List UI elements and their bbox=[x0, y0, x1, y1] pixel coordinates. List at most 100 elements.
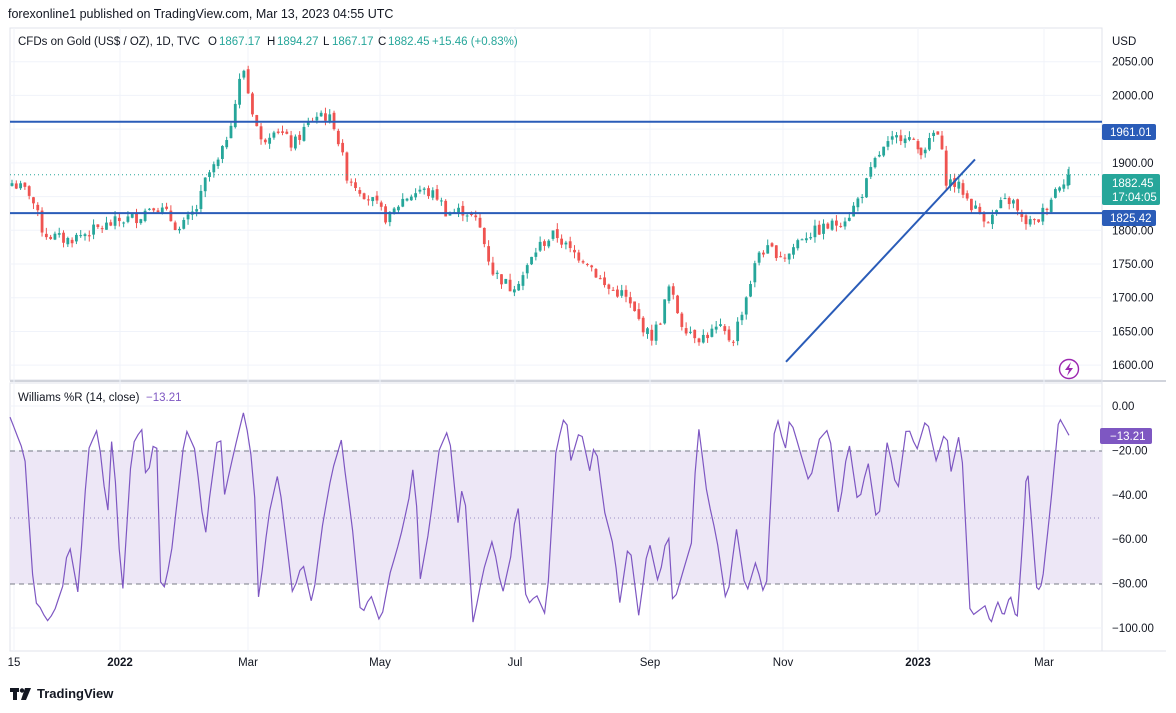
price-pane[interactable] bbox=[9, 27, 1103, 381]
bar-countdown: 17:04:05 bbox=[1112, 192, 1157, 204]
candle-down bbox=[762, 250, 765, 258]
currency-label[interactable]: USD bbox=[1112, 36, 1136, 48]
footer-brand[interactable]: TradingView bbox=[10, 686, 113, 701]
candle-up bbox=[512, 285, 516, 297]
candle-down bbox=[641, 316, 645, 337]
candle-up bbox=[877, 151, 881, 158]
williams-tick-label: 0.00 bbox=[1112, 401, 1134, 413]
candle-up bbox=[19, 180, 22, 190]
candle-down bbox=[1033, 218, 1036, 225]
candle-up bbox=[182, 217, 186, 230]
candle-up bbox=[753, 260, 757, 288]
level-badge-upper: 1961.01 bbox=[1102, 124, 1156, 140]
legend-symbol[interactable]: CFDs on Gold (US$ / OZ), 1D, TVC bbox=[18, 36, 200, 48]
candle-up bbox=[856, 196, 860, 212]
candle-down bbox=[298, 131, 302, 145]
legend-o-label: O bbox=[208, 36, 217, 48]
candle-down bbox=[940, 131, 944, 150]
candle-up bbox=[422, 187, 426, 195]
candle-up bbox=[744, 296, 748, 320]
candle-up bbox=[105, 216, 108, 230]
candle-up bbox=[233, 99, 237, 129]
candle-up bbox=[143, 208, 147, 223]
candle-down bbox=[332, 110, 336, 131]
candle-down bbox=[598, 275, 602, 280]
candle-down bbox=[255, 114, 259, 127]
candle-up bbox=[242, 69, 246, 80]
candle-up bbox=[216, 157, 220, 169]
price-tick-label: 1750.00 bbox=[1112, 259, 1154, 271]
candle-down bbox=[276, 128, 280, 135]
candle-down bbox=[919, 147, 923, 160]
candle-down bbox=[32, 196, 35, 210]
williams-r-line bbox=[9, 412, 1070, 623]
candle-down bbox=[603, 271, 606, 288]
candle-up bbox=[1028, 215, 1032, 227]
candle-up bbox=[663, 299, 667, 325]
candle-up bbox=[371, 197, 375, 207]
candle-up bbox=[714, 321, 718, 334]
candle-up bbox=[517, 281, 521, 291]
legend-h-value: 1894.27 bbox=[277, 36, 319, 48]
candle-up bbox=[882, 146, 886, 158]
candle-down bbox=[594, 268, 598, 279]
candle-up bbox=[495, 270, 499, 280]
candle-down bbox=[23, 182, 27, 190]
candle-up bbox=[749, 280, 752, 298]
last-price-badge: 1882.45 17:04:05 bbox=[1102, 174, 1160, 205]
williams-tick-label: −80.00 bbox=[1112, 579, 1148, 591]
price-tick-label: 1800.00 bbox=[1112, 225, 1154, 237]
candle-up bbox=[178, 226, 181, 234]
lightning-icon[interactable] bbox=[1058, 358, 1080, 380]
candle-up bbox=[701, 329, 705, 344]
candle-down bbox=[70, 237, 74, 248]
candle-up bbox=[397, 205, 400, 214]
williams-overbought-oversold-band bbox=[10, 451, 1102, 584]
candle-down bbox=[916, 139, 920, 154]
legend: CFDs on Gold (US$ / OZ), 1D, TVC O 1867.… bbox=[18, 36, 518, 48]
publisher-line: forexonline1 published on TradingView.co… bbox=[8, 7, 394, 21]
candle-down bbox=[560, 234, 564, 249]
candle-up bbox=[122, 221, 126, 228]
candle-down bbox=[912, 137, 916, 141]
legend-l-label: L bbox=[323, 36, 330, 48]
candle-down bbox=[835, 215, 838, 232]
candle-down bbox=[543, 239, 546, 251]
williams-title[interactable]: Williams %R (14, close) bbox=[18, 392, 140, 404]
candle-up bbox=[757, 251, 761, 266]
candle-down bbox=[637, 303, 641, 321]
price-axis[interactable]: 1600.00 1650.00 1700.00 1750.00 1800.00 1900.… bbox=[1112, 57, 1154, 372]
price-tick-label: 2050.00 bbox=[1112, 57, 1154, 69]
candle-up bbox=[457, 203, 460, 218]
williams-axis[interactable]: 0.00 −20.00 −40.00 −60.00 −80.00 −100.00 bbox=[1112, 401, 1154, 635]
time-axis[interactable]: 15 2022 Mar May Jul Sep Nov 2023 Mar bbox=[8, 657, 1054, 669]
candle-down bbox=[366, 195, 370, 206]
candle-up bbox=[928, 132, 931, 152]
legend-c-label: C bbox=[378, 36, 386, 48]
candle-up bbox=[804, 232, 808, 243]
candle-up bbox=[139, 218, 143, 225]
candle-up bbox=[10, 179, 14, 187]
candle-up bbox=[852, 202, 855, 217]
candle-down bbox=[693, 329, 697, 344]
horizontal-levels bbox=[10, 120, 1102, 215]
time-tick-label: Nov bbox=[773, 657, 794, 669]
candle-down bbox=[341, 139, 345, 156]
candle-up bbox=[547, 239, 551, 249]
candle-down bbox=[581, 259, 585, 265]
candle-down bbox=[555, 223, 559, 243]
candle-up bbox=[667, 284, 671, 304]
candle-up bbox=[195, 204, 199, 217]
trendline[interactable] bbox=[785, 158, 976, 363]
candle-up bbox=[551, 230, 555, 241]
candle-up bbox=[229, 122, 233, 139]
williams-tick-label: −40.00 bbox=[1112, 490, 1148, 502]
candle-down bbox=[379, 200, 383, 211]
candle-up bbox=[212, 161, 216, 178]
candle-up bbox=[719, 318, 722, 328]
candle-up bbox=[1062, 179, 1066, 192]
candle-down bbox=[585, 262, 589, 267]
candle-down bbox=[671, 283, 675, 300]
candle-up bbox=[79, 230, 83, 238]
candle-up bbox=[439, 197, 443, 206]
